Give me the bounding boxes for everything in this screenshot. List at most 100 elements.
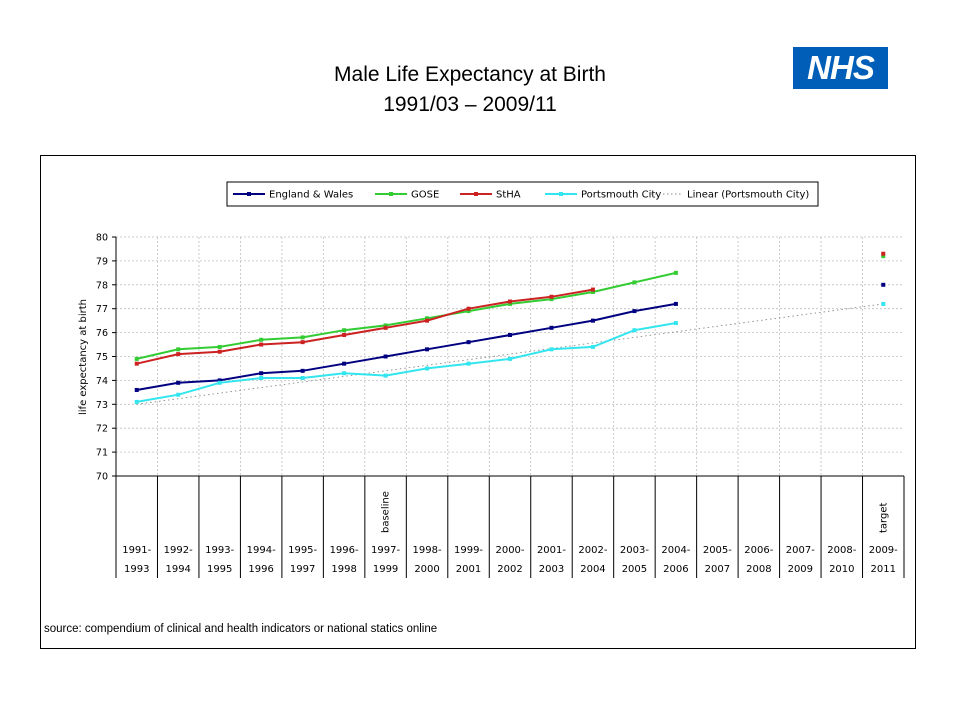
data-point bbox=[466, 340, 471, 345]
data-point bbox=[342, 328, 347, 333]
y-axis-label: life expectancy at birth bbox=[78, 299, 89, 415]
data-point bbox=[549, 294, 554, 299]
data-point bbox=[217, 380, 222, 385]
data-point bbox=[176, 352, 181, 357]
data-point bbox=[508, 301, 512, 306]
data-point bbox=[300, 340, 305, 345]
data-point bbox=[342, 361, 347, 366]
data-point bbox=[673, 321, 678, 326]
x-tick-label-top: 1997- bbox=[371, 545, 400, 556]
data-point bbox=[259, 342, 264, 347]
data-point bbox=[590, 289, 595, 294]
x-tick-label-bottom: 2008 bbox=[746, 564, 771, 575]
data-point bbox=[176, 380, 181, 385]
data-point bbox=[508, 332, 512, 337]
data-point bbox=[632, 280, 637, 285]
data-point bbox=[300, 368, 305, 373]
x-tick-label-bottom: 1999 bbox=[373, 564, 398, 575]
x-tick-label-top: 2005- bbox=[703, 545, 732, 556]
data-point bbox=[425, 316, 430, 321]
x-tick-label-top: 2001- bbox=[537, 545, 566, 556]
y-tick-label: 78 bbox=[96, 280, 108, 291]
data-point bbox=[342, 371, 347, 376]
x-tick-label-top: 2008- bbox=[827, 545, 856, 556]
x-tick-label-top: 1993- bbox=[205, 545, 234, 556]
data-point bbox=[134, 399, 139, 404]
legend-label: Linear (Portsmouth City) bbox=[687, 190, 809, 201]
annotation-target: target bbox=[878, 503, 889, 533]
x-tick-label-top: 1999- bbox=[454, 545, 483, 556]
data-point bbox=[300, 335, 305, 340]
data-point bbox=[342, 332, 347, 337]
x-tick-label-bottom: 2004 bbox=[580, 564, 605, 575]
x-tick-label-bottom: 1993 bbox=[124, 564, 149, 575]
data-point bbox=[508, 356, 512, 361]
data-point bbox=[134, 356, 139, 361]
legend-marker bbox=[389, 192, 393, 196]
data-point bbox=[590, 344, 595, 349]
x-tick-label-top: 1995- bbox=[288, 545, 317, 556]
x-tick-label-bottom: 2000 bbox=[414, 564, 439, 575]
data-point bbox=[881, 251, 886, 256]
chart-frame bbox=[40, 155, 916, 649]
legend-label: StHA bbox=[496, 190, 521, 201]
y-tick-label: 70 bbox=[96, 472, 108, 483]
data-point bbox=[466, 309, 471, 314]
x-tick-label-bottom: 1998 bbox=[331, 564, 356, 575]
x-tick-label-top: 2002- bbox=[578, 545, 607, 556]
data-point bbox=[673, 270, 678, 275]
data-point bbox=[176, 392, 181, 397]
data-point bbox=[259, 371, 264, 376]
x-tick-label-top: 1998- bbox=[413, 545, 442, 556]
y-tick-label: 74 bbox=[96, 376, 108, 387]
x-tick-label-top: 1992- bbox=[164, 545, 193, 556]
legend-label: Portsmouth City bbox=[581, 190, 661, 201]
y-tick-label: 75 bbox=[96, 352, 108, 363]
data-point bbox=[259, 376, 264, 381]
legend-marker bbox=[559, 192, 563, 196]
x-tick-label-top: 2003- bbox=[620, 545, 649, 556]
legend-label: England & Wales bbox=[269, 190, 353, 201]
data-point bbox=[549, 347, 554, 352]
y-tick-label: 76 bbox=[96, 328, 108, 339]
x-tick-label-top: 2004- bbox=[661, 545, 690, 556]
x-tick-label-bottom: 1994 bbox=[165, 564, 190, 575]
data-point bbox=[632, 309, 637, 314]
legend-marker bbox=[474, 192, 478, 196]
legend-label: GOSE bbox=[411, 190, 439, 201]
data-point bbox=[881, 254, 886, 259]
data-point bbox=[134, 387, 139, 392]
x-tick-label-bottom: 2005 bbox=[622, 564, 647, 575]
x-tick-label-top: 2009- bbox=[869, 545, 898, 556]
chart-title-line2: 1991/03 – 2009/11 bbox=[383, 93, 557, 116]
legend-box bbox=[226, 181, 819, 207]
x-tick-label-bottom: 1997 bbox=[290, 564, 315, 575]
data-point bbox=[300, 376, 305, 381]
x-tick-label-bottom: 2009 bbox=[788, 564, 813, 575]
data-point bbox=[383, 323, 388, 328]
x-tick-label-bottom: 2010 bbox=[829, 564, 854, 575]
x-tick-label-bottom: 2006 bbox=[663, 564, 688, 575]
data-point bbox=[425, 366, 430, 371]
x-tick-label-bottom: 2007 bbox=[705, 564, 730, 575]
data-point bbox=[590, 287, 595, 292]
data-point bbox=[466, 361, 471, 366]
y-tick-label: 71 bbox=[96, 448, 108, 459]
x-tick-label-top: 1996- bbox=[330, 545, 359, 556]
data-point bbox=[508, 299, 512, 304]
x-tick-label-bottom: 1995 bbox=[207, 564, 232, 575]
x-tick-label-top: 2007- bbox=[786, 545, 815, 556]
data-point bbox=[881, 282, 886, 287]
legend-marker bbox=[247, 192, 251, 196]
data-point bbox=[549, 325, 554, 330]
nhs-logo: NHS bbox=[793, 47, 888, 89]
data-point bbox=[217, 378, 222, 383]
annotation-baseline: baseline bbox=[381, 491, 392, 533]
data-point bbox=[217, 344, 222, 349]
data-point bbox=[425, 347, 430, 352]
data-point bbox=[466, 306, 471, 311]
data-point bbox=[217, 349, 222, 354]
chart-title-line1: Male Life Expectancy at Birth bbox=[334, 63, 606, 86]
data-point bbox=[383, 325, 388, 330]
